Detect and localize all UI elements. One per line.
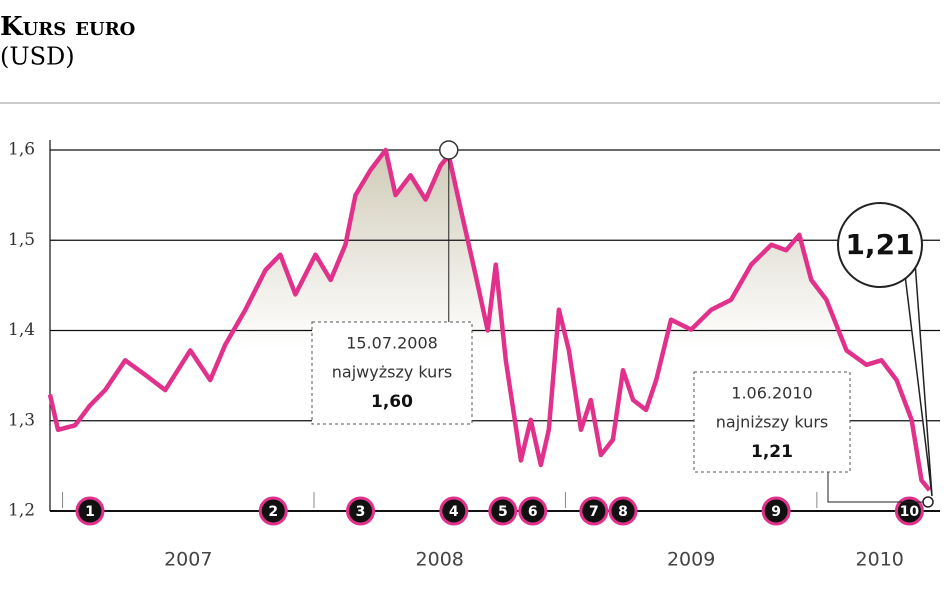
event-label: 4 <box>449 504 459 520</box>
event-label: 9 <box>771 504 781 520</box>
callout-text: 1,21 <box>751 442 793 462</box>
chart-title: Kurs euro <box>0 12 135 42</box>
event-label: 7 <box>589 504 599 520</box>
callout-text: najniższy kurs <box>716 413 829 432</box>
bubble-tail <box>904 261 933 497</box>
callout-box <box>693 371 851 473</box>
event-label: 10 <box>900 504 920 520</box>
bubble-label: 1,21 <box>845 228 914 261</box>
x-tick-label: 2009 <box>667 549 715 571</box>
event-marker <box>894 496 924 526</box>
event-marker <box>761 496 791 526</box>
x-tick-label: 2008 <box>416 549 464 571</box>
min-point <box>922 496 934 508</box>
x-tick-label: 2010 <box>856 549 904 571</box>
leader <box>827 472 930 503</box>
event-marker <box>518 496 548 526</box>
x-tick-label: 2007 <box>164 549 212 571</box>
line <box>47 147 932 492</box>
event-marker <box>75 496 105 526</box>
event-label: 6 <box>528 504 538 520</box>
callout-text: najwyższy kurs <box>332 363 452 382</box>
event-label: 5 <box>498 504 508 520</box>
callout-text: 1.06.2010 <box>731 384 812 403</box>
callout-text: 15.07.2008 <box>346 334 438 353</box>
callout-box <box>311 321 473 425</box>
event-label: 8 <box>618 504 628 520</box>
event-marker <box>579 496 609 526</box>
event-label: 2 <box>268 504 278 520</box>
y-tick-label: 1,3 <box>8 410 35 430</box>
y-tick-label: 1,6 <box>8 140 35 160</box>
event-marker <box>439 496 469 526</box>
bubble <box>837 202 923 288</box>
y-tick-label: 1,2 <box>8 501 35 521</box>
event-marker <box>258 496 288 526</box>
event-marker <box>346 496 376 526</box>
y-tick-label: 1,5 <box>8 230 35 250</box>
chart-subtitle: (USD) <box>0 43 75 71</box>
event-label: 1 <box>85 504 95 520</box>
event-marker <box>488 496 518 526</box>
event-marker <box>608 496 638 526</box>
max-point <box>439 140 459 160</box>
callout-text: 1,60 <box>371 392 413 412</box>
y-tick-label: 1,4 <box>8 320 35 340</box>
event-label: 3 <box>356 504 366 520</box>
